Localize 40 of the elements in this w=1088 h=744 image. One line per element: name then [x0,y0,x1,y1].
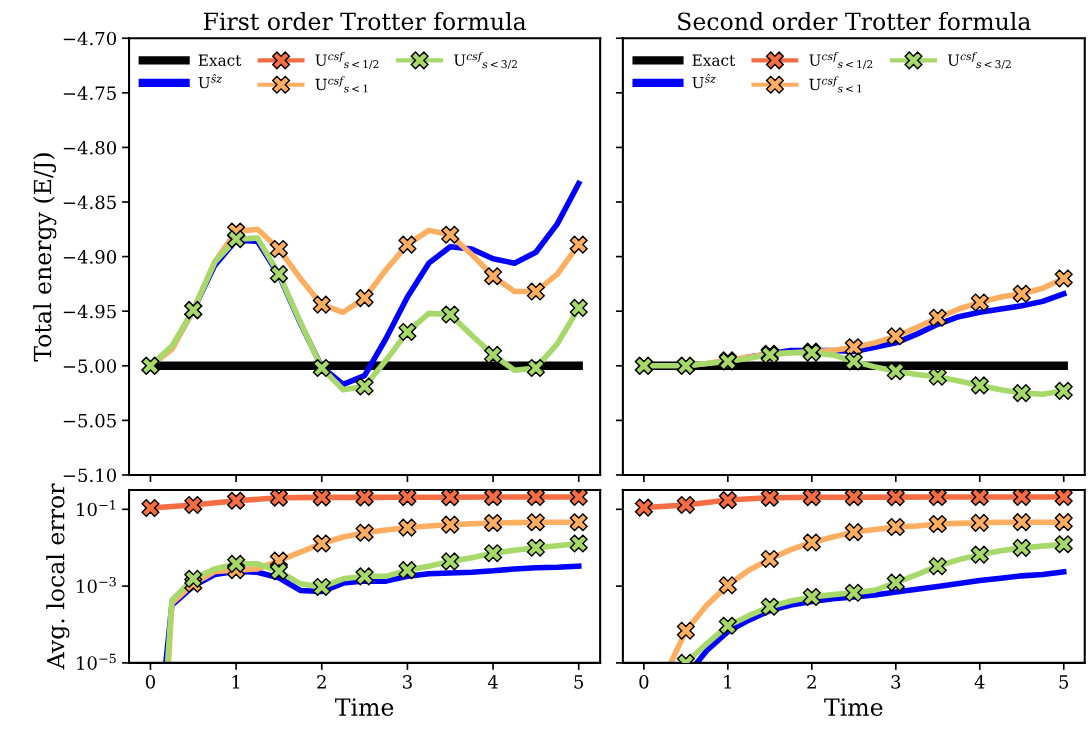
x-tick-label: 0 [145,675,155,689]
x-axis-title: Time [334,698,394,717]
legend-label: Exact [692,54,736,66]
y-axis-title: Avg. local error [46,483,70,670]
y-tick-label: −4.75 [63,86,116,100]
x-tick-label: 2 [807,675,816,689]
x-tick-label: 2 [317,675,326,689]
y-tick-label: −5.00 [63,359,117,373]
legend-label: U$^{csf}$$_{s<3/2}$ [947,51,1011,70]
y-tick-label: −4.80 [63,140,117,155]
y-tick-label: −5.10 [63,468,117,483]
y-tick-label: −4.85 [63,195,116,210]
x-tick-label: 4 [974,675,985,689]
x-tick-label: 5 [574,675,584,689]
legend-label: U$^{csf}$$_{s<1/2}$ [315,51,379,70]
y-tick-label: 10$^{−1}$ [77,500,115,517]
x-tick-label: 3 [891,675,901,689]
y-tick-label: −4.90 [63,250,117,264]
y-axis-title: Total energy (E/J) [33,153,57,362]
x-tick-label: 1 [232,675,240,689]
y-tick-label: 10$^{−3}$ [77,576,116,594]
legend-label: U$^{csf}$$_{s<1}$ [315,76,368,93]
x-axis-title: Time [824,698,883,717]
y-tick-label: −4.70 [63,31,117,46]
x-tick-label: 5 [1059,675,1069,689]
legend-label: U$^{csf}$$_{s<3/2}$ [453,51,517,70]
chart-title: Second order Trotter formula [678,11,1031,31]
x-tick-label: 1 [724,675,732,689]
legend-label: Exact [198,54,242,66]
x-tick-label: 0 [639,675,649,689]
legend-label: U$^{csf}$$_{s<1}$ [809,76,862,93]
legend-label: U$^{csf}$$_{s<1/2}$ [809,51,873,70]
legend-label: U$^{ŝz}$ [198,73,222,89]
x-tick-label: 3 [403,675,412,689]
chart-title: First order Trotter formula [203,11,526,31]
y-tick-label: −4.95 [63,304,116,319]
y-tick-label: 10$^{−5}$ [77,653,116,670]
y-tick-label: −5.05 [63,413,116,428]
legend-label: U$^{ŝz}$ [692,73,716,89]
x-tick-label: 4 [487,675,498,689]
